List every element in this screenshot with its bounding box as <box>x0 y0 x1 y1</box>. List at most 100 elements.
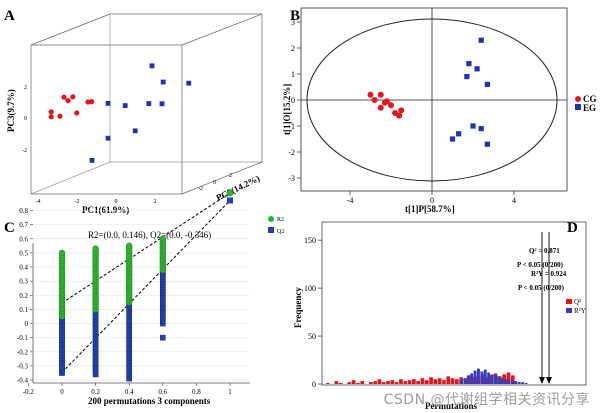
panel-d-bar-r2y <box>480 371 484 384</box>
panel-d-bar-r2y <box>477 368 480 384</box>
panel-d-bar-r2y <box>466 375 470 384</box>
panel-c-x-tick: 0.8 <box>192 388 201 396</box>
panel-c-y-tick: 0.1 <box>19 306 28 314</box>
panel-a-point-cg <box>48 109 54 115</box>
panel-d-legend-q2-label: Q² <box>574 298 581 306</box>
panel-b-plot-frame <box>300 7 568 192</box>
panel-a-point-eg <box>159 101 165 107</box>
panel-a-point-eg <box>89 158 95 163</box>
panel-c-y-tick: 0 <box>25 320 29 328</box>
panel-d-bar-q2 <box>416 381 420 384</box>
panel-d-xlabel: Permutations <box>425 401 477 411</box>
panel-a-point-cg <box>74 110 80 116</box>
panel-d-r2y-p-annotation: P < 0.05 (0/200) <box>518 284 565 292</box>
panel-d-bar-q2 <box>360 381 365 384</box>
panel-c-y-tick: 0.3 <box>19 278 28 286</box>
panel-a-x-tick: 0 <box>115 199 118 205</box>
panel-a-ticks: -4 -2 0 2 -2 0 2 -2 0 2 <box>22 85 232 205</box>
panel-c-x-tick: 0.4 <box>125 388 134 396</box>
panel-d-bar-q2 <box>510 375 515 384</box>
panel-d-bar-q2 <box>399 379 403 384</box>
panel-a-y-tick: -2 <box>198 186 203 192</box>
panel-d-bar-q2 <box>467 375 472 384</box>
panel-d-bar-q2 <box>420 378 425 384</box>
panel-b-point-eg <box>484 141 490 147</box>
panel-b-point-eg <box>456 131 462 137</box>
panel-a-zlabel: PC3(9.7%) <box>6 89 16 132</box>
panel-d-ticks: 0 50 100 150 <box>304 236 322 389</box>
panel-d-bar-q2 <box>386 381 390 384</box>
panel-b-point-cg <box>383 98 390 105</box>
panel-d-bar-q2 <box>338 383 343 384</box>
panel-d-bar-q2 <box>373 381 377 384</box>
panel-d-r2y-annotation: R²Y = 0.924 <box>531 270 567 278</box>
panel-d-legend-r2y-swatch <box>566 308 572 313</box>
panel-c-y-tick: 0.4 <box>19 264 28 272</box>
panel-a-point-eg <box>186 80 192 86</box>
panel-c-r2-original-point <box>226 189 234 197</box>
panel-a-point-cg <box>85 99 91 105</box>
panel-b-legend: CG EG <box>575 94 597 113</box>
panel-c-title: R2=(0.0, 0.146), Q2=(0.0, -0.346) <box>88 230 211 240</box>
panel-d-bar-q2 <box>437 378 442 384</box>
panel-c-y-tick: 0.8 <box>19 207 28 215</box>
panel-a-z-tick: 0 <box>24 116 27 122</box>
panel-d-bar-q2 <box>455 379 459 384</box>
panel-d-bar-q2 <box>446 376 451 384</box>
panel-a-xlabel: PC1(61.9%) <box>82 205 129 215</box>
panel-b-point-cg <box>377 91 384 98</box>
panel-b-y-tick: 0 <box>291 96 295 105</box>
panel-b-letter: B <box>290 8 300 24</box>
panel-b-x-tick: 4 <box>512 196 516 205</box>
panel-a: A -4 -2 0 2-202-202 PC1(61.9%) PC2(14.2%) P… <box>4 8 263 215</box>
panel-b-point-cg <box>388 102 394 109</box>
panel-b-point-eg <box>478 126 484 132</box>
panel-c-q2-point <box>159 334 166 341</box>
panel-d-y-tick: 50 <box>308 332 316 341</box>
panel-a-point-eg <box>149 63 155 69</box>
panel-a-point-cg <box>65 98 71 104</box>
panel-c-x-tick: -0.2 <box>23 388 35 396</box>
panel-b-points <box>367 37 490 147</box>
panel-d-ylabel: Frequency <box>293 287 303 328</box>
panel-b-point-eg <box>470 123 476 129</box>
panel-a-y-tick: 0 <box>213 180 216 186</box>
panel-d-y-tick: 150 <box>304 236 316 245</box>
panel-c-y-tick: 0.6 <box>19 235 28 243</box>
panel-c-y-tick: -0.3 <box>17 362 29 370</box>
panel-b-legend-cg-label: CG <box>583 94 597 104</box>
panel-d-r2y-arrow <box>546 377 552 384</box>
panel-b-ylabel: t[1]O[15.2%] <box>282 84 292 135</box>
panel-c-x-tick: 1 <box>228 388 232 396</box>
panel-d-bar-q2 <box>356 383 360 384</box>
panel-a-point-eg <box>105 101 111 106</box>
panel-d-letter: D <box>567 220 578 236</box>
panel-d-bar-r2y <box>473 370 477 384</box>
panel-d-bar-r2y <box>500 378 504 384</box>
panel-c-r2-point <box>125 242 133 250</box>
panel-d-plot-frame <box>321 221 587 386</box>
panel-c-r2-point <box>159 235 167 242</box>
panel-c-y-tick: -0.2 <box>17 348 29 356</box>
panel-a-x-tick: 2 <box>154 199 157 205</box>
panel-b-point-eg <box>484 81 490 87</box>
panel-c-x-tick: 0.2 <box>91 388 100 396</box>
panel-d-bar-r2y <box>517 382 521 384</box>
panel-d-q2-p-annotation: P < 0.05 (0/200) <box>517 261 564 269</box>
panel-b-y-tick: 1 <box>291 70 295 79</box>
panel-d-bar-r2y <box>494 375 497 384</box>
panel-d-bar-q2 <box>377 379 382 384</box>
panel-d-bar-r2y <box>514 381 518 384</box>
panel-d-bar-r2y <box>497 376 501 384</box>
panel-c-regression-line-q2 <box>61 200 231 373</box>
panel-d-bar-q2 <box>369 382 373 384</box>
panel-c-xlabel: 200 permutations 3 components <box>88 396 211 406</box>
panel-d-bar-q2 <box>326 383 330 384</box>
panel-c-legend-r2-label: R2 <box>277 217 284 223</box>
panel-b-point-eg <box>464 74 470 80</box>
panel-a-point-eg <box>105 135 111 141</box>
panel-d-legend-q2-swatch <box>566 299 572 304</box>
panel-d-bar-q2 <box>429 377 433 384</box>
